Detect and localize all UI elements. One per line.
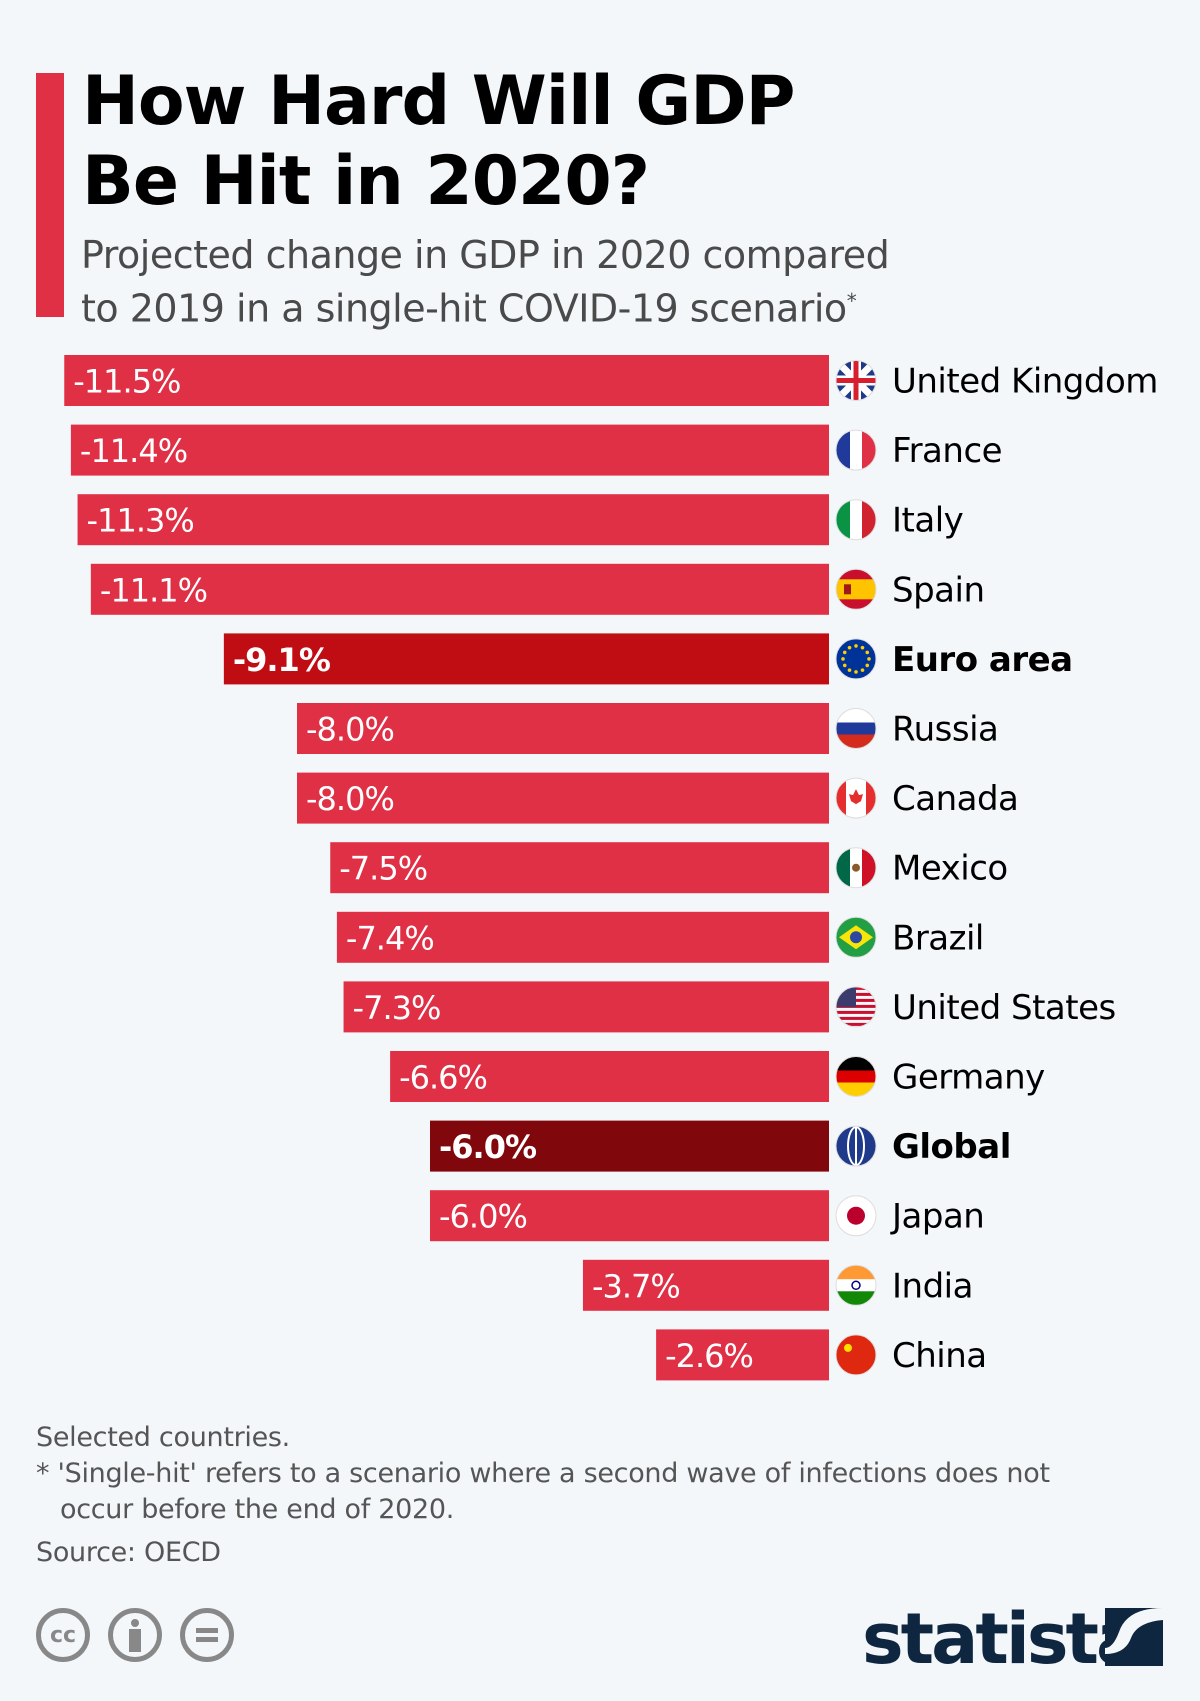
value-label: -8.0% xyxy=(306,711,394,749)
bar-canada xyxy=(297,772,829,824)
category-label: France xyxy=(892,431,1002,471)
category-label: Germany xyxy=(892,1058,1045,1098)
value-label: -11.5% xyxy=(73,363,180,401)
bar-russia xyxy=(297,703,829,754)
bar-china xyxy=(656,1329,829,1381)
attribution-icon[interactable] xyxy=(108,1608,162,1662)
cc-icon[interactable]: cc xyxy=(36,1608,90,1662)
value-label: -11.3% xyxy=(87,502,194,540)
category-label: Russia xyxy=(892,710,998,750)
flag-germany-icon xyxy=(836,1056,876,1097)
flag-japan-icon xyxy=(836,1195,876,1236)
statista-logo[interactable]: statista xyxy=(862,1598,1143,1680)
person-icon xyxy=(129,1619,141,1652)
value-label: -2.6% xyxy=(665,1337,753,1375)
category-label: Spain xyxy=(892,570,985,610)
flag-india-icon xyxy=(836,1265,876,1306)
value-label: -7.4% xyxy=(346,919,434,957)
bar-united-kingdom xyxy=(64,355,829,406)
category-label: Global xyxy=(892,1127,1011,1167)
value-label: -7.5% xyxy=(339,850,427,888)
source: Source: OECD xyxy=(36,1537,221,1568)
category-label: Japan xyxy=(890,1197,984,1237)
title-line-1: How Hard Will GDP xyxy=(82,62,796,141)
bar-mexico xyxy=(330,842,829,894)
flag-border xyxy=(835,777,877,819)
flag-spain-icon xyxy=(836,569,876,610)
title-accent-bar xyxy=(36,73,64,317)
subtitle-line-2: to 2019 in a single-hit COVID-19 scenari… xyxy=(81,286,847,331)
bar-spain xyxy=(90,563,830,615)
flag-border xyxy=(835,708,877,749)
flag-border xyxy=(835,499,877,541)
bar-germany xyxy=(390,1051,829,1102)
flag-italy-icon xyxy=(836,499,876,540)
flag-border xyxy=(835,360,877,401)
bar-euro-area xyxy=(223,633,830,685)
value-label: -9.1% xyxy=(233,641,331,679)
value-label: -8.0% xyxy=(306,780,394,818)
statista-logo-mark xyxy=(1105,1608,1163,1666)
category-label: China xyxy=(892,1336,987,1376)
flag-china-icon xyxy=(836,1334,876,1375)
flag-mexico-icon xyxy=(836,847,876,888)
footnote-mark: * xyxy=(846,289,857,313)
subtitle-line-1: Projected change in GDP in 2020 compared xyxy=(81,233,890,277)
equals-icon xyxy=(196,1628,218,1642)
flag-border xyxy=(835,847,877,889)
page-title: How Hard Will GDP Be Hit in 2020? xyxy=(82,62,796,222)
value-label: -6.0% xyxy=(439,1128,537,1166)
bar-italy xyxy=(77,494,830,546)
globe-icon xyxy=(836,1126,876,1167)
bar-japan xyxy=(430,1190,829,1242)
bar-brazil xyxy=(336,911,829,963)
footnote-line-1: * 'Single-hit' refers to a scenario wher… xyxy=(36,1458,1050,1489)
flag-border xyxy=(835,429,877,471)
flag-border xyxy=(835,1125,877,1167)
bar-global xyxy=(430,1120,829,1172)
flag-border xyxy=(835,1334,877,1376)
flag-russia-icon xyxy=(836,708,876,749)
flag-border xyxy=(835,638,877,680)
category-label: United Kingdom xyxy=(892,362,1158,402)
flag-brazil-icon xyxy=(836,917,876,958)
flag-border xyxy=(835,1195,877,1237)
bar-chart: -11.5% United Kingdom -11.4% France -11.3% It… xyxy=(64,355,1158,1381)
flag-eu-icon xyxy=(836,638,876,679)
category-label: Brazil xyxy=(892,918,984,958)
value-label: -7.3% xyxy=(353,989,441,1027)
bar-france xyxy=(70,424,829,476)
bar-india xyxy=(582,1259,829,1311)
flag-uk-icon xyxy=(836,360,876,401)
cc-text: cc xyxy=(49,1622,77,1648)
category-label: India xyxy=(892,1266,973,1306)
flag-border xyxy=(835,1264,877,1306)
value-label: -6.0% xyxy=(439,1198,527,1236)
category-label: Italy xyxy=(892,501,964,541)
value-label: -3.7% xyxy=(592,1267,680,1305)
category-label: Mexico xyxy=(892,849,1008,889)
flag-canada-icon xyxy=(836,778,876,819)
category-label: United States xyxy=(892,988,1116,1028)
flag-border xyxy=(835,986,877,1028)
note-selected: Selected countries. xyxy=(36,1422,290,1453)
no-derivatives-icon[interactable] xyxy=(180,1608,234,1662)
value-label: -11.1% xyxy=(100,571,207,609)
value-label: -6.6% xyxy=(399,1059,487,1097)
flag-border xyxy=(835,1056,877,1097)
flag-border xyxy=(835,568,877,610)
value-label: -11.4% xyxy=(80,432,187,470)
subtitle: Projected change in GDP in 2020 compared… xyxy=(81,232,890,332)
flag-france-icon xyxy=(836,430,876,471)
footnote-line-2: occur before the end of 2020. xyxy=(60,1494,455,1525)
category-label: Canada xyxy=(892,779,1018,819)
category-label: Euro area xyxy=(892,640,1073,680)
flag-border xyxy=(835,916,877,958)
bar-united-states xyxy=(343,981,829,1033)
title-line-2: Be Hit in 2020? xyxy=(82,142,650,221)
